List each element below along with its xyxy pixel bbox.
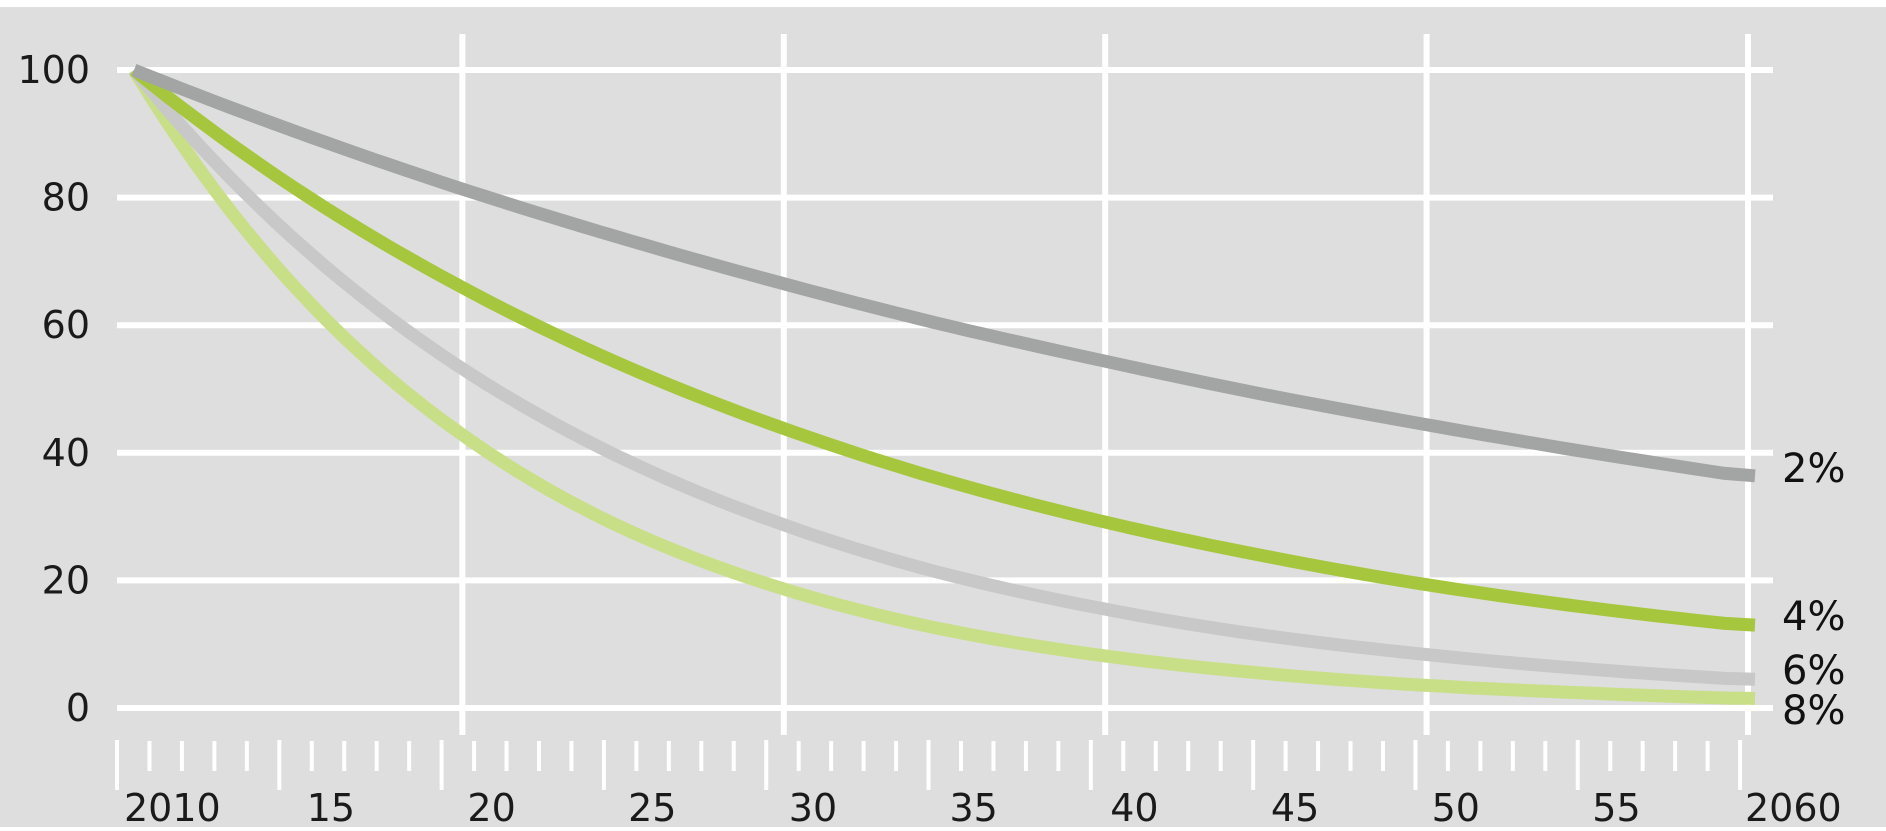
series-label-2pct: 2% <box>1782 446 1845 492</box>
y-tick-label-60: 60 <box>42 303 90 347</box>
series-line-6pct <box>128 65 1756 686</box>
series-line-8pct <box>128 66 1756 705</box>
series-label-4pct: 4% <box>1782 594 1845 640</box>
x-tick-label-25: 25 <box>628 786 676 827</box>
y-tick-label-40: 40 <box>42 431 90 475</box>
series-line-4pct <box>129 64 1756 632</box>
x-tick-label-30: 30 <box>789 786 837 827</box>
series-line-2pct <box>131 63 1756 483</box>
series-label-8pct: 8% <box>1782 688 1845 734</box>
x-axis-minor-ticks <box>115 740 1743 790</box>
y-tick-label-80: 80 <box>42 176 90 220</box>
y-tick-label-0: 0 <box>66 686 90 730</box>
x-tick-label-40: 40 <box>1110 786 1158 827</box>
x-tick-label-2010: 2010 <box>124 786 221 827</box>
x-tick-label-15: 15 <box>307 786 355 827</box>
x-tick-label-35: 35 <box>950 786 998 827</box>
vertical-gridlines <box>459 34 1751 735</box>
x-axis-tick-labels: 2010 15 20 25 30 35 40 45 50 55 2060 <box>124 786 1842 830</box>
x-tick-label-20: 20 <box>467 786 515 827</box>
y-axis-tick-labels: 0 20 40 60 80 100 <box>17 48 90 730</box>
series-labels: 2% 4% 6%8% <box>1782 446 1845 734</box>
x-tick-label-45: 45 <box>1271 786 1319 827</box>
series-label-6pct: 6% <box>1782 648 1845 694</box>
y-tick-label-20: 20 <box>42 558 90 602</box>
x-tick-label-55: 55 <box>1592 786 1640 827</box>
y-tick-label-100: 100 <box>17 48 90 92</box>
x-tick-label-2060: 2060 <box>1745 786 1842 827</box>
x-tick-label-50: 50 <box>1432 786 1480 827</box>
series-lines <box>128 63 1756 705</box>
